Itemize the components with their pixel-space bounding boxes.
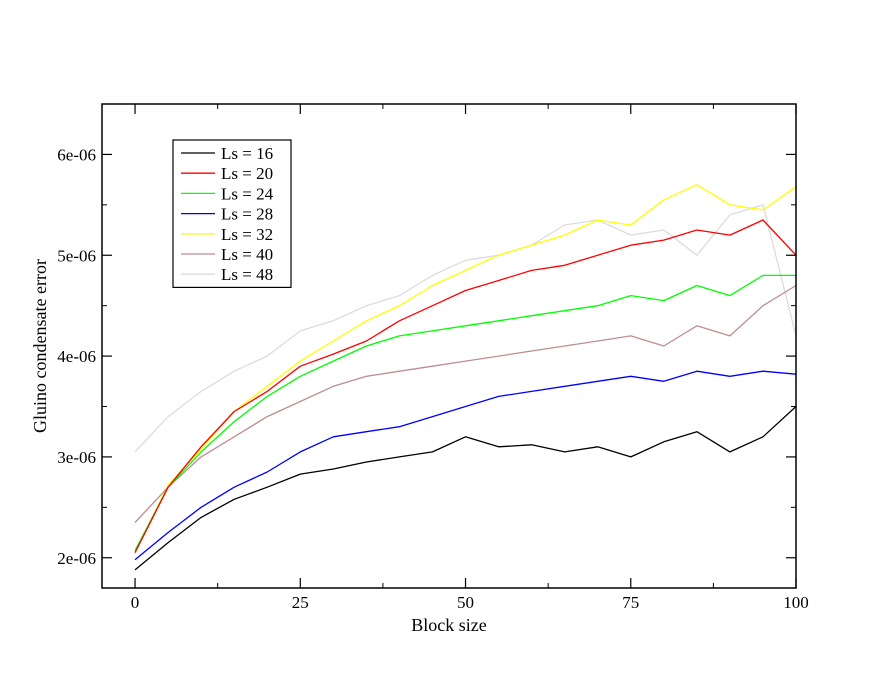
series-line-ls-40 — [134, 284, 797, 523]
x-tick-label: 50 — [457, 593, 474, 612]
plot-lines — [134, 184, 797, 571]
legend-entry-label: Ls = 48 — [221, 265, 273, 284]
y-tick-label: 3e-06 — [57, 448, 96, 467]
series-line-ls-28 — [134, 370, 797, 561]
legend-entry-label: Ls = 40 — [221, 245, 273, 264]
y-axis-label: Gluino condensate error — [30, 259, 50, 433]
legend-entry-label: Ls = 28 — [221, 205, 273, 224]
x-tick-label: 25 — [292, 593, 309, 612]
y-tick-label: 2e-06 — [57, 549, 96, 568]
axis-ticks: 0 25 50 75 100 2e-06 3e-06 4e-06 5e-06 6e-06 — [57, 104, 809, 612]
x-tick-label: 0 — [131, 593, 140, 612]
x-axis-label: Block size — [411, 615, 486, 635]
legend-entry-label: Ls = 16 — [221, 144, 273, 163]
legend-entry-label: Ls = 20 — [221, 164, 273, 183]
legend-entry-label: Ls = 32 — [221, 225, 273, 244]
x-tick-label: 75 — [622, 593, 639, 612]
series-line-ls-16 — [134, 406, 797, 571]
y-tick-label: 4e-06 — [57, 347, 96, 366]
series-line-ls-24 — [134, 274, 796, 552]
series-line-ls-32 — [134, 184, 797, 553]
plot-frame — [101, 103, 797, 589]
legend-entry-label: Ls = 24 — [221, 184, 274, 203]
x-tick-label: 100 — [783, 593, 809, 612]
y-tick-label: 5e-06 — [57, 246, 96, 265]
y-tick-label: 6e-06 — [57, 145, 96, 164]
series-line-ls-48 — [134, 204, 797, 453]
series-line-ls-20 — [134, 219, 797, 553]
